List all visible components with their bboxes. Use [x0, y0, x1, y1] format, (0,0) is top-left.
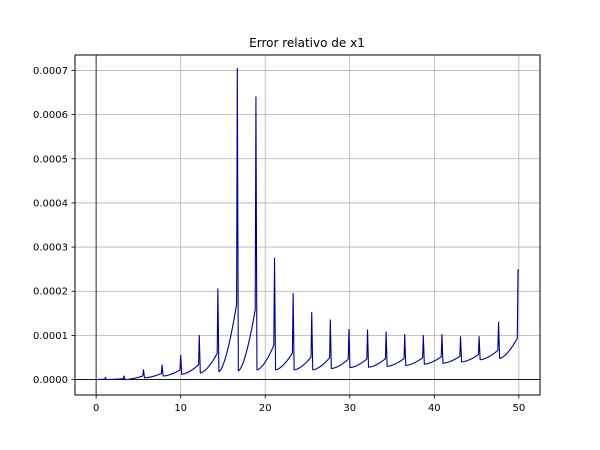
x-tick-label: 20: [259, 403, 272, 414]
x-tick-label: 0: [93, 403, 99, 414]
x-tick-label: 40: [428, 403, 441, 414]
y-tick-label: 0.0002: [33, 287, 68, 298]
y-tick-label: 0.0004: [33, 198, 68, 209]
y-tick-label: 0.0006: [33, 110, 68, 121]
y-tick-label: 0.0007: [33, 66, 68, 77]
y-tick-label: 0.0000: [33, 375, 68, 386]
x-tick-label: 10: [174, 403, 187, 414]
grid: [75, 55, 540, 395]
y-axis: 0.0000 0.0001 0.0002 0.0003 0.0004 0.0005 0.00…: [33, 66, 75, 386]
x-axis: 0 10 20 30 40 50: [93, 395, 525, 414]
reference-lines: [75, 55, 540, 395]
y-tick-label: 0.0005: [33, 154, 68, 165]
y-tick-label: 0.0001: [33, 331, 68, 342]
series-line: [95, 67, 519, 381]
chart-title: Error relativo de x1: [249, 36, 365, 50]
y-tick-label: 0.0003: [33, 243, 68, 254]
x-tick-label: 50: [512, 403, 525, 414]
series-group: [95, 67, 519, 381]
plot-frame: [74, 54, 541, 396]
x-tick-label: 30: [343, 403, 356, 414]
